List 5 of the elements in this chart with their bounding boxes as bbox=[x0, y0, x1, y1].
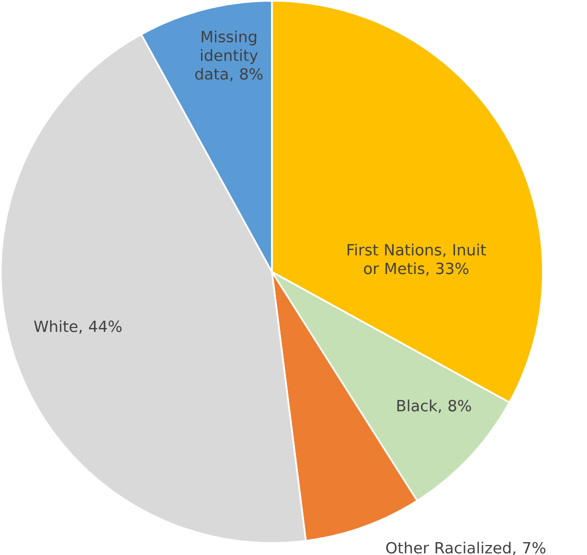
slice-label: Black, 8% bbox=[397, 399, 471, 413]
slice-label: First Nations, Inuit or Metis, 33% bbox=[348, 244, 486, 276]
slice-label: Missing identity data, 8% bbox=[195, 30, 263, 82]
slice-label: White, 44% bbox=[34, 320, 122, 334]
slice-label: Other Racialized, 7% bbox=[386, 542, 546, 555]
